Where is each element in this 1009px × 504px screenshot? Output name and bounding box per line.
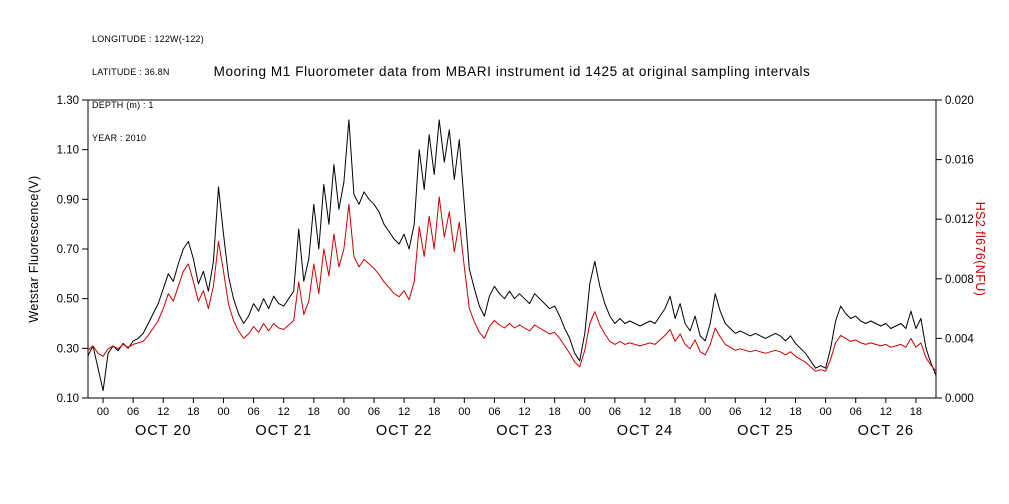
hour-tick-label: 06 [609, 406, 621, 418]
hour-tick-label: 00 [217, 406, 229, 418]
day-label: OCT 26 [858, 423, 915, 439]
hour-tick-label: 12 [639, 406, 651, 418]
left-tick-label: 0.70 [57, 244, 79, 256]
hour-tick-label: 12 [398, 406, 410, 418]
hour-tick-label: 12 [759, 406, 771, 418]
info-longitude: LONGITUDE : 122W(-122) [92, 34, 204, 44]
left-tick-label: 0.50 [57, 294, 79, 306]
left-tick-label: 1.30 [57, 95, 79, 107]
hour-tick-label: 00 [458, 406, 470, 418]
right-tick-label: 0.000 [945, 393, 974, 405]
day-label: OCT 25 [737, 423, 794, 439]
day-label: OCT 23 [496, 423, 553, 439]
right-tick-label: 0.004 [945, 333, 974, 345]
hour-tick-label: 06 [247, 406, 259, 418]
hour-tick-label: 18 [187, 406, 199, 418]
series-hs2 [87, 196, 937, 372]
day-label: OCT 24 [617, 423, 674, 439]
day-label: OCT 22 [376, 423, 433, 439]
hour-tick-label: 12 [880, 406, 892, 418]
hour-tick-label: 00 [338, 406, 350, 418]
hour-tick-label: 18 [910, 406, 922, 418]
hour-tick-label: 18 [669, 406, 681, 418]
plot-frame [87, 99, 937, 399]
hour-tick-label: 00 [819, 406, 831, 418]
hour-tick-label: 06 [850, 406, 862, 418]
hour-tick-label: 18 [549, 406, 561, 418]
hour-tick-label: 06 [488, 406, 500, 418]
hour-tick-label: 06 [368, 406, 380, 418]
info-year: YEAR : 2010 [92, 133, 147, 143]
hour-tick-label: 06 [729, 406, 741, 418]
hour-tick-label: 12 [157, 406, 169, 418]
right-tick-label: 0.008 [945, 274, 974, 286]
right-tick-label: 0.016 [945, 155, 974, 167]
day-label: OCT 21 [255, 423, 312, 439]
right-tick-label: 0.012 [945, 214, 974, 226]
hour-tick-label: 18 [428, 406, 440, 418]
hour-tick-label: 12 [278, 406, 290, 418]
hour-tick-label: 00 [97, 406, 109, 418]
info-depth: DEPTH (m) : 1 [92, 100, 154, 110]
left-tick-label: 0.10 [57, 393, 79, 405]
hour-tick-label: 00 [699, 406, 711, 418]
hour-tick-label: 12 [518, 406, 530, 418]
hour-tick-label: 00 [579, 406, 591, 418]
series-wetstar [87, 119, 937, 392]
left-tick-label: 1.10 [57, 145, 79, 157]
left-tick-label: 0.30 [57, 343, 79, 355]
day-label: OCT 20 [135, 423, 192, 439]
info-latitude: LATITUDE : 36.8N [92, 67, 170, 77]
station-info: LONGITUDE : 122W(-122) LATITUDE : 36.8N … [92, 12, 204, 166]
left-tick-label: 0.90 [57, 194, 79, 206]
chart-title: Mooring M1 Fluorometer data from MBARI i… [213, 64, 811, 79]
hour-tick-label: 18 [789, 406, 801, 418]
hour-tick-label: 18 [308, 406, 320, 418]
right-tick-label: 0.020 [945, 95, 974, 107]
hour-tick-label: 06 [127, 406, 139, 418]
